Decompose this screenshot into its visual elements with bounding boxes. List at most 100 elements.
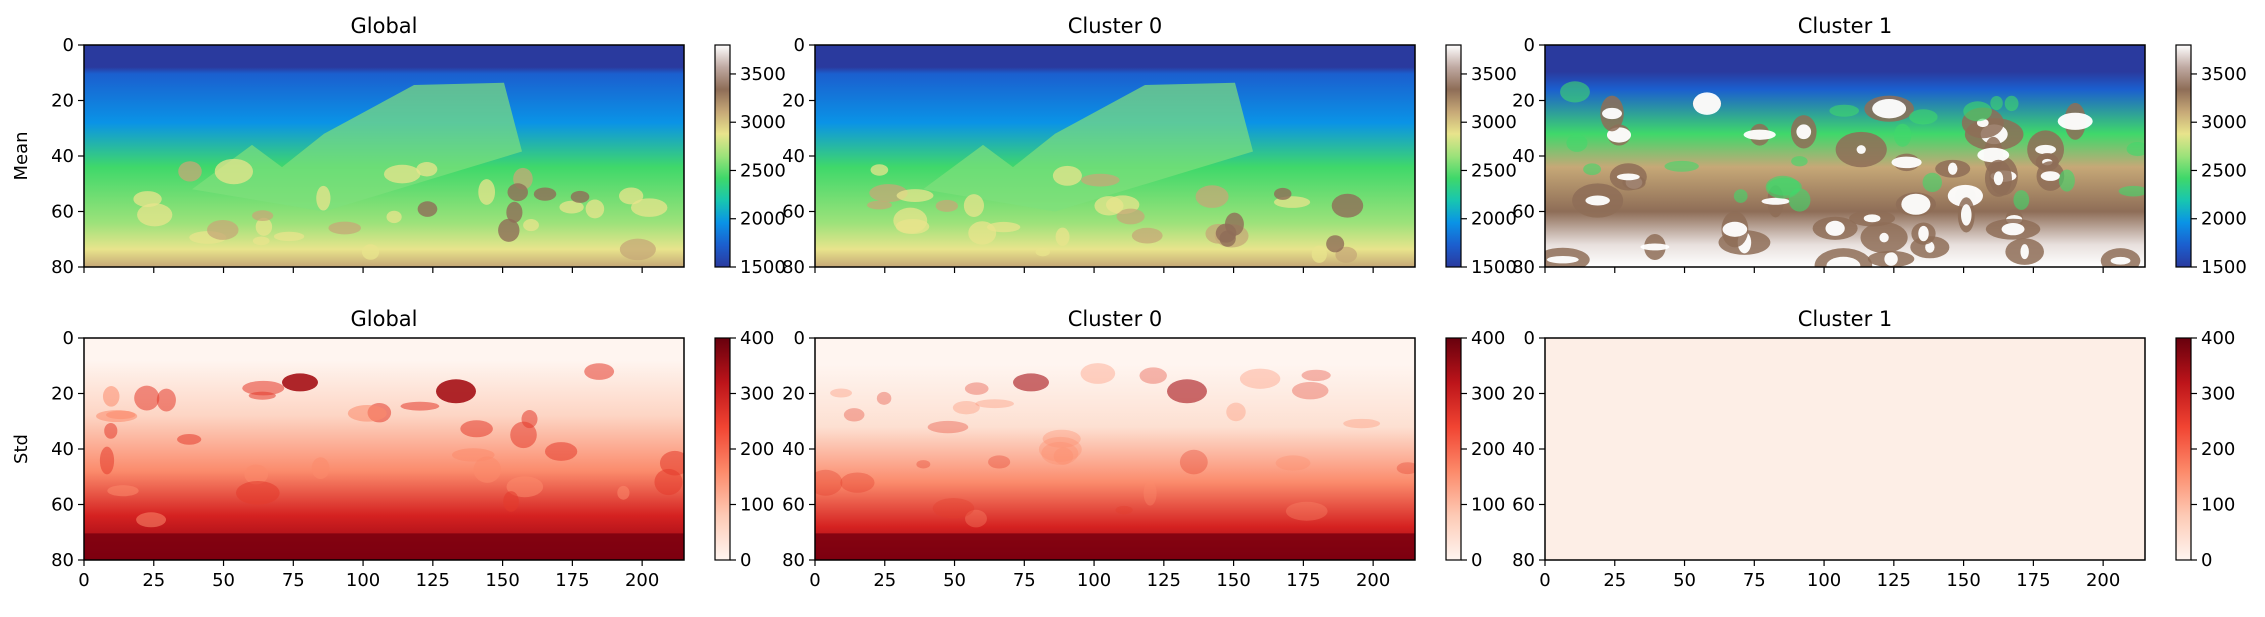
y-tick-label: 80 (51, 257, 74, 278)
colorbar-tick-label: 300 (1471, 384, 1505, 405)
x-tick-label: 25 (873, 570, 896, 591)
y-tick-label: 20 (782, 384, 805, 405)
colorbar-tick-label: 0 (2201, 550, 2212, 571)
y-tick-label: 20 (51, 384, 74, 405)
x-tick-label: 125 (1877, 570, 1911, 591)
y-tick-label: 80 (782, 257, 805, 278)
y-tick-label: 20 (782, 91, 805, 112)
colorbar-tick-label: 2000 (1471, 209, 1517, 230)
x-tick-label: 200 (625, 570, 659, 591)
colorbar-tick-label: 400 (2201, 328, 2235, 349)
colorbar (1445, 44, 1462, 268)
heatmap-image (1545, 338, 2145, 560)
x-tick-label: 50 (1673, 570, 1696, 591)
y-tick-label: 0 (63, 35, 74, 56)
x-tick-label: 100 (1077, 570, 1111, 591)
y-tick-label: 0 (63, 328, 74, 349)
x-tick-label: 75 (1013, 570, 1036, 591)
colorbar-tick-label: 400 (1471, 328, 1505, 349)
colorbar-tick-label: 100 (2201, 495, 2235, 516)
colorbar-tick-label: 200 (1471, 439, 1505, 460)
x-tick-label: 200 (2086, 570, 2120, 591)
colorbar-tick-label: 3500 (1471, 64, 1517, 85)
panel-title: Global (351, 307, 418, 331)
x-tick-label: 0 (78, 570, 89, 591)
y-tick-label: 60 (51, 202, 74, 223)
colorbar (714, 337, 731, 561)
panel-title: Cluster 1 (1798, 307, 1893, 331)
x-tick-label: 150 (1946, 570, 1980, 591)
y-tick-label: 60 (1512, 495, 1535, 516)
x-tick-label: 25 (142, 570, 165, 591)
x-tick-label: 100 (346, 570, 380, 591)
colorbar (2175, 44, 2192, 268)
colorbar-tick-label: 2500 (2201, 160, 2247, 181)
y-tick-label: 80 (1512, 550, 1535, 571)
x-tick-label: 0 (1539, 570, 1550, 591)
colorbar-tick-label: 2000 (740, 209, 786, 230)
y-tick-label: 60 (1512, 202, 1535, 223)
panel-title: Cluster 0 (1068, 14, 1163, 38)
panel-title: Cluster 1 (1798, 14, 1893, 38)
x-tick-label: 150 (1216, 570, 1250, 591)
colorbar-tick-label: 100 (1471, 495, 1505, 516)
colorbar (2175, 337, 2192, 561)
colorbar-tick-label: 100 (740, 495, 774, 516)
heatmap-panel-mean-cluster0: Cluster 0 0 20 40 60 80 1500 2000 2500 3000 3500 (782, 14, 1517, 278)
x-tick-label: 175 (1286, 570, 1320, 591)
y-tick-label: 60 (51, 495, 74, 516)
heatmap-image (815, 338, 1415, 560)
y-tick-label: 20 (51, 91, 74, 112)
colorbar-tick-label: 2500 (1471, 160, 1517, 181)
x-tick-label: 100 (1807, 570, 1841, 591)
y-tick-label: 40 (51, 146, 74, 167)
colorbar (1445, 337, 1462, 561)
x-tick-label: 75 (1743, 570, 1766, 591)
colorbar-tick-label: 1500 (2201, 257, 2247, 278)
x-tick-label: 0 (809, 570, 820, 591)
colorbar (714, 44, 731, 268)
y-tick-label: 40 (1512, 146, 1535, 167)
row-label-mean: Mean (11, 131, 32, 180)
y-tick-label: 60 (782, 202, 805, 223)
colorbar-tick-label: 1500 (1471, 257, 1517, 278)
x-tick-label: 200 (1356, 570, 1390, 591)
colorbar-tick-label: 400 (740, 328, 774, 349)
x-tick-label: 25 (1603, 570, 1626, 591)
panel-title: Global (351, 14, 418, 38)
x-tick-label: 125 (416, 570, 450, 591)
panel-title: Cluster 0 (1068, 307, 1163, 331)
y-tick-label: 0 (1524, 35, 1535, 56)
colorbar-tick-label: 3000 (2201, 112, 2247, 133)
colorbar-tick-label: 300 (740, 384, 774, 405)
colorbar-tick-label: 0 (1471, 550, 1482, 571)
y-tick-label: 20 (1512, 384, 1535, 405)
colorbar-tick-label: 1500 (740, 257, 786, 278)
heatmap-panel-mean-cluster1: Cluster 1 0 20 40 60 80 1500 2000 2500 3000 3500 (1512, 14, 2247, 278)
x-tick-label: 125 (1147, 570, 1181, 591)
x-tick-label: 75 (282, 570, 305, 591)
y-tick-label: 60 (782, 495, 805, 516)
y-tick-label: 0 (1524, 328, 1535, 349)
heatmap-image (84, 338, 684, 560)
colorbar-tick-label: 2500 (740, 160, 786, 181)
y-tick-label: 80 (51, 550, 74, 571)
colorbar-tick-label: 300 (2201, 384, 2235, 405)
y-tick-label: 80 (1512, 257, 1535, 278)
colorbar-tick-label: 3000 (740, 112, 786, 133)
y-tick-label: 40 (782, 146, 805, 167)
colorbar-tick-label: 3000 (1471, 112, 1517, 133)
colorbar-tick-label: 0 (740, 550, 751, 571)
row-label-std: Std (11, 434, 32, 464)
x-tick-label: 150 (485, 570, 519, 591)
heatmap-panel-mean-global: Global 0 20 40 60 80 1500 2000 2500 3000 3500 (51, 14, 786, 278)
y-tick-label: 40 (51, 439, 74, 460)
colorbar-tick-label: 2000 (2201, 209, 2247, 230)
colorbar-tick-label: 200 (2201, 439, 2235, 460)
x-tick-label: 50 (943, 570, 966, 591)
colorbar-tick-label: 3500 (2201, 64, 2247, 85)
